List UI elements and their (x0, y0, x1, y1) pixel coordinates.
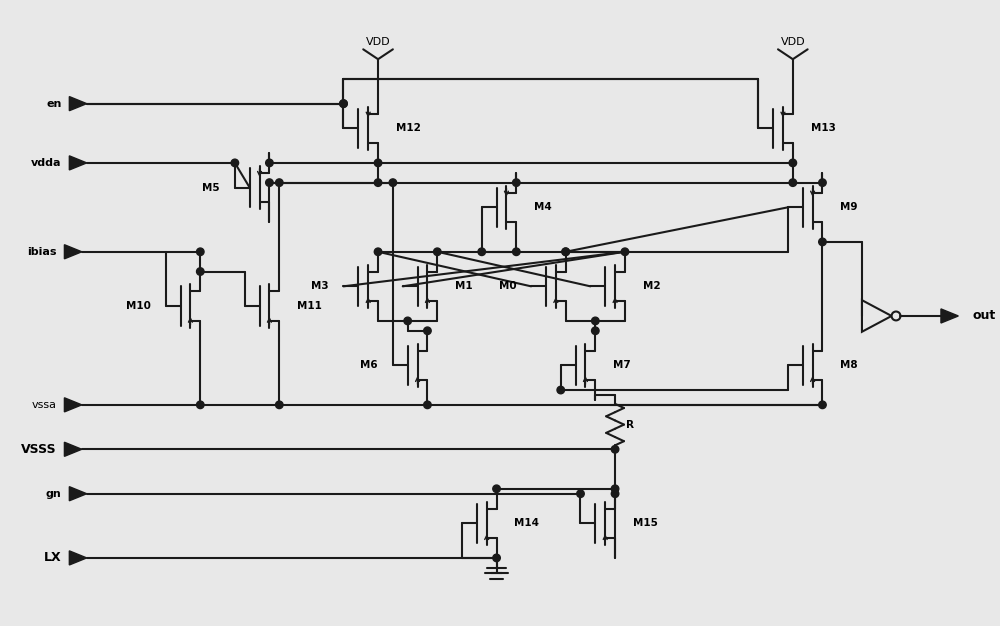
Circle shape (592, 327, 599, 334)
Circle shape (340, 100, 347, 108)
Circle shape (276, 179, 283, 187)
Circle shape (557, 386, 564, 394)
Text: VDD: VDD (366, 38, 390, 48)
Circle shape (404, 317, 411, 325)
Circle shape (197, 268, 204, 275)
Circle shape (266, 159, 273, 167)
Circle shape (231, 159, 239, 167)
Circle shape (562, 248, 569, 255)
Text: gn: gn (46, 489, 61, 499)
Text: M9: M9 (840, 202, 858, 212)
Text: M2: M2 (643, 281, 660, 291)
Circle shape (621, 248, 629, 255)
Text: R: R (626, 419, 634, 429)
Text: ibias: ibias (27, 247, 57, 257)
Polygon shape (69, 96, 87, 111)
Text: vdda: vdda (31, 158, 61, 168)
Circle shape (592, 317, 599, 325)
Circle shape (611, 490, 619, 498)
Text: M5: M5 (202, 183, 220, 193)
Polygon shape (64, 245, 82, 259)
Circle shape (819, 401, 826, 409)
Circle shape (562, 248, 569, 255)
Circle shape (197, 248, 204, 255)
Text: VDD: VDD (781, 38, 805, 48)
Polygon shape (64, 398, 82, 412)
Circle shape (424, 401, 431, 409)
Text: M3: M3 (311, 281, 329, 291)
Text: M10: M10 (126, 301, 151, 311)
Text: M6: M6 (360, 361, 378, 371)
Circle shape (611, 446, 619, 453)
Polygon shape (69, 551, 87, 565)
Text: out: out (973, 309, 996, 322)
Circle shape (374, 159, 382, 167)
Text: M14: M14 (514, 518, 539, 528)
Circle shape (434, 248, 441, 255)
Text: vssa: vssa (32, 400, 57, 410)
Circle shape (493, 554, 500, 562)
Text: LX: LX (44, 552, 61, 565)
Circle shape (611, 485, 619, 493)
Circle shape (478, 248, 485, 255)
Circle shape (389, 179, 397, 187)
Circle shape (424, 327, 431, 334)
Text: M1: M1 (455, 281, 473, 291)
Polygon shape (69, 156, 87, 170)
Text: M8: M8 (840, 361, 858, 371)
Circle shape (374, 248, 382, 255)
Circle shape (266, 179, 273, 187)
Circle shape (493, 485, 500, 493)
Text: M13: M13 (811, 123, 835, 133)
Circle shape (577, 490, 584, 498)
Text: M4: M4 (534, 202, 552, 212)
Circle shape (513, 248, 520, 255)
Polygon shape (941, 309, 958, 323)
Text: M7: M7 (613, 361, 631, 371)
Text: M15: M15 (633, 518, 658, 528)
Circle shape (374, 179, 382, 187)
Circle shape (340, 100, 347, 108)
Text: en: en (46, 99, 61, 109)
Circle shape (789, 159, 797, 167)
Text: M11: M11 (297, 301, 322, 311)
Text: VSSS: VSSS (21, 443, 57, 456)
Polygon shape (64, 442, 82, 456)
Circle shape (197, 401, 204, 409)
Circle shape (789, 179, 797, 187)
Circle shape (276, 401, 283, 409)
Circle shape (819, 179, 826, 187)
Circle shape (819, 238, 826, 245)
Text: M0: M0 (499, 281, 516, 291)
Polygon shape (69, 486, 87, 501)
Circle shape (513, 179, 520, 187)
Text: M12: M12 (396, 123, 421, 133)
